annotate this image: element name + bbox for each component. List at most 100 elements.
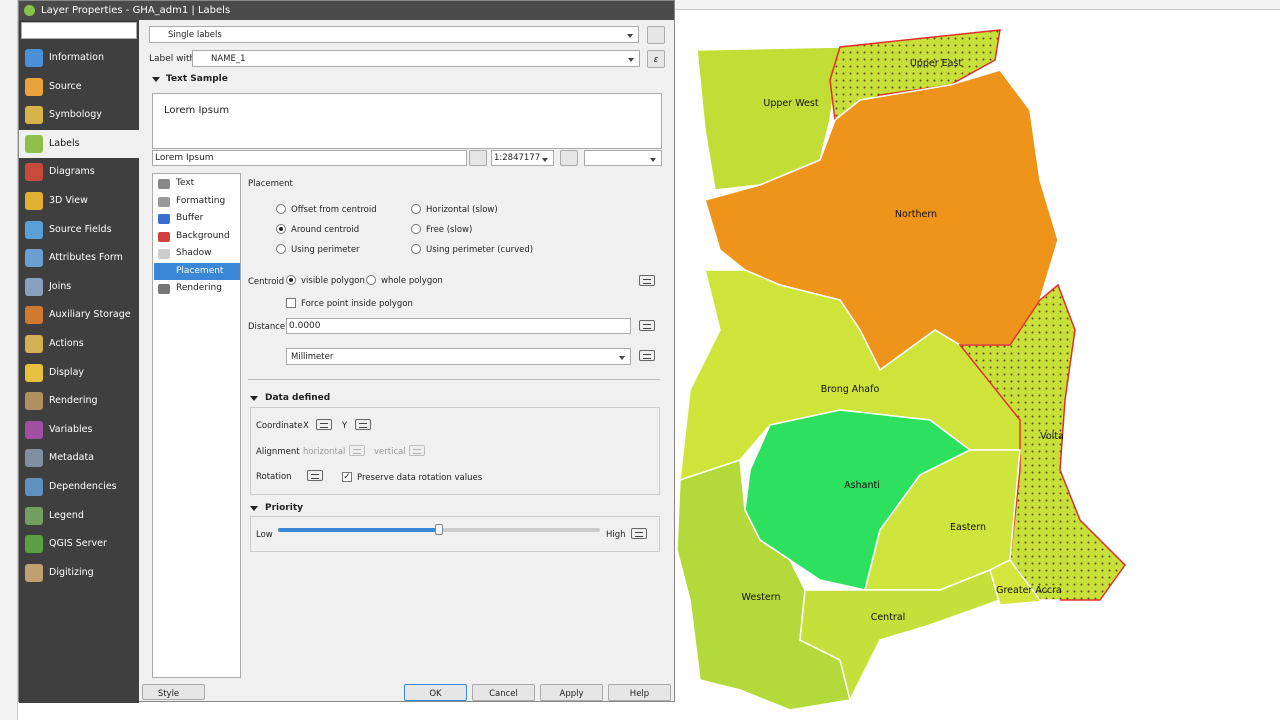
scale-button[interactable] <box>560 150 578 166</box>
unit-combo[interactable]: Millimeter <box>286 348 631 365</box>
tab-label: Text <box>176 178 195 188</box>
region-central[interactable] <box>799 569 1001 703</box>
sidebar-item[interactable]: Source Fields <box>19 216 139 244</box>
region-label: Ashanti <box>844 480 880 491</box>
radio-button[interactable] <box>411 204 421 214</box>
reset-button[interactable] <box>469 150 487 166</box>
region-greater-accra[interactable] <box>989 559 1061 606</box>
tab-label: Shadow <box>176 248 212 258</box>
sidebar-item[interactable]: Joins <box>19 273 139 301</box>
radio-button[interactable] <box>276 244 286 254</box>
sidebar-label: Source <box>49 80 82 92</box>
sidebar-item[interactable]: Legend <box>19 502 139 530</box>
placement-option: Horizontal (slow) <box>426 205 498 215</box>
sidebar-icon <box>25 220 43 239</box>
main-window-strip <box>0 0 18 720</box>
data-defined-y[interactable] <box>355 419 371 430</box>
map-canvas[interactable]: Upper East Upper West Northern Brong Ahafo V… <box>675 11 1280 720</box>
cancel-text: Cancel <box>489 689 518 699</box>
layer-properties-dialog: Layer Properties - GHA_adm1 | Labels Inf… <box>18 0 675 703</box>
sidebar-item[interactable]: Diagrams <box>19 158 139 186</box>
sidebar-item[interactable]: Symbology <box>19 101 139 129</box>
priority-low: Low <box>256 530 273 540</box>
ok-button[interactable]: OK <box>404 684 467 701</box>
region-label: Northern <box>895 209 937 220</box>
data-defined-heading: Data defined <box>265 393 331 403</box>
placement-panel: Placement Centroid visible polygon whole… <box>241 169 671 569</box>
collapse-arrow <box>152 77 160 86</box>
sidebar-item[interactable]: Metadata <box>19 444 139 472</box>
sidebar: Information Source Symbology Labels Diagrams… <box>19 20 139 703</box>
tab[interactable]: Rendering <box>154 280 240 297</box>
data-defined-priority[interactable] <box>631 528 647 539</box>
data-defined-x[interactable] <box>316 419 332 430</box>
search-box[interactable] <box>21 22 137 39</box>
radio-button[interactable] <box>411 244 421 254</box>
tab[interactable]: Buffer <box>154 210 240 227</box>
sidebar-icon <box>25 449 43 468</box>
tab-icon <box>158 266 170 277</box>
sidebar-item[interactable]: Source <box>19 73 139 101</box>
field-combo[interactable]: NAME_1 <box>192 50 640 67</box>
sidebar-item[interactable]: Variables <box>19 416 139 444</box>
collapse-arrow <box>250 396 258 405</box>
sidebar-item[interactable]: Actions <box>19 330 139 358</box>
tab[interactable]: Text <box>154 175 240 192</box>
sidebar-item[interactable]: Digitizing <box>19 559 139 587</box>
mode-combo[interactable]: Single labels <box>149 26 639 43</box>
sidebar-icon <box>25 563 43 582</box>
sidebar-item[interactable]: Dependencies <box>19 473 139 501</box>
force-point-checkbox[interactable] <box>286 298 296 308</box>
sample-input[interactable]: Lorem Ipsum <box>152 150 467 166</box>
unit-value: Millimeter <box>291 352 334 362</box>
expression-button[interactable]: ε <box>647 50 665 68</box>
data-defined-rotation[interactable] <box>307 470 323 481</box>
distance-input[interactable]: 0.0000 <box>286 318 631 334</box>
tab[interactable]: Background <box>154 228 240 245</box>
tab[interactable]: Formatting <box>154 193 240 210</box>
sidebar-item[interactable]: Rendering <box>19 387 139 415</box>
background-combo[interactable] <box>584 150 662 166</box>
sidebar-item[interactable]: Information <box>19 44 139 72</box>
sidebar-item[interactable]: Auxiliary Storage <box>19 301 139 329</box>
sidebar-icon <box>25 106 43 125</box>
region-label: Central <box>871 612 906 623</box>
sidebar-label: Diagrams <box>49 166 95 178</box>
tab-label: Placement <box>176 265 224 276</box>
tab[interactable]: Shadow <box>154 245 240 262</box>
data-defined-button[interactable] <box>639 320 655 331</box>
sidebar-item[interactable]: 3D View <box>19 187 139 215</box>
data-defined-button[interactable] <box>639 275 655 286</box>
tab[interactable]: Placement <box>154 262 240 280</box>
sidebar-label: Joins <box>49 280 72 292</box>
sidebar-item[interactable]: Labels <box>19 129 139 158</box>
cancel-button[interactable]: Cancel <box>472 684 535 701</box>
radio-button[interactable] <box>411 224 421 234</box>
sidebar-item[interactable]: QGIS Server <box>19 530 139 558</box>
sidebar-icon <box>25 306 43 325</box>
priority-high: High <box>606 530 626 540</box>
tab-icon <box>158 196 170 207</box>
radio-whole-polygon[interactable] <box>366 275 376 285</box>
data-defined-button[interactable] <box>639 350 655 361</box>
coordinate-label: Coordinate <box>256 421 303 431</box>
radio-visible-polygon[interactable] <box>286 275 296 285</box>
scale-combo[interactable]: 1:2847177 <box>491 150 554 166</box>
sidebar-item[interactable]: Attributes Form <box>19 244 139 272</box>
preserve-checkbox[interactable]: ✓ <box>342 472 352 482</box>
style-button[interactable]: Style <box>142 684 205 700</box>
horizontal-label: horizontal <box>303 447 346 457</box>
help-button[interactable]: Help <box>608 684 671 701</box>
radio-button[interactable] <box>276 204 286 214</box>
slider-handle[interactable] <box>435 524 443 535</box>
sidebar-label: Legend <box>49 509 84 521</box>
radio-button[interactable] <box>276 224 286 234</box>
sidebar-label: Variables <box>49 423 93 435</box>
mode-value: Single labels <box>168 30 222 40</box>
region-volta[interactable] <box>958 283 1126 601</box>
rule-button[interactable] <box>647 26 665 44</box>
apply-button[interactable]: Apply <box>540 684 603 701</box>
sample-input-text: Lorem Ipsum <box>155 153 214 163</box>
sidebar-item[interactable]: Display <box>19 359 139 387</box>
